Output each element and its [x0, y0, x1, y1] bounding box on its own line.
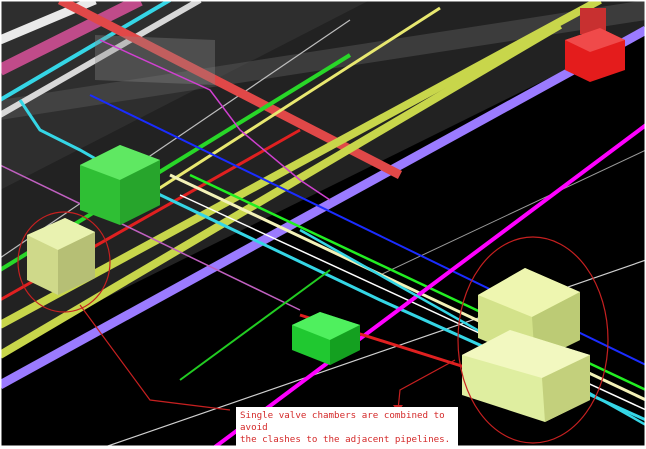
pink-pipe — [0, 0, 143, 76]
valve-chamber-green-small[interactable] — [292, 312, 360, 365]
magenta-thin-pipe — [99, 39, 331, 201]
guide-line — [0, 19, 351, 259]
highlight-circle-right — [457, 236, 609, 444]
valve-chamber-left[interactable] — [27, 218, 95, 295]
valve-chamber-green-upper[interactable] — [80, 145, 160, 225]
highlight-circle-left — [17, 211, 111, 313]
cyan-pipe — [0, 0, 172, 102]
leader-line-right — [397, 359, 456, 411]
annotation-note: Single valve chambers are combined to av… — [236, 407, 458, 449]
red-fitting[interactable] — [565, 8, 625, 82]
annotation-line-1: Single valve chambers are combined to av… — [240, 410, 451, 433]
yellow-pipe — [109, 6, 441, 222]
white-pipe — [0, 0, 202, 118]
leader-line-left — [79, 304, 231, 411]
guide-line — [379, 149, 646, 276]
red-pipe-upper — [57, 0, 403, 180]
magenta-pipe — [213, 123, 646, 447]
road-slab-band — [0, 0, 646, 120]
transparent-structure — [95, 35, 215, 85]
combined-valve-chamber[interactable] — [462, 268, 590, 422]
green-pipe-lower — [179, 269, 331, 381]
annotation-line-2: the clashes to the adjacent pipelines. — [240, 434, 451, 445]
yellow-green-pipe — [0, 0, 602, 329]
magenta-thin-pipe — [0, 164, 301, 311]
